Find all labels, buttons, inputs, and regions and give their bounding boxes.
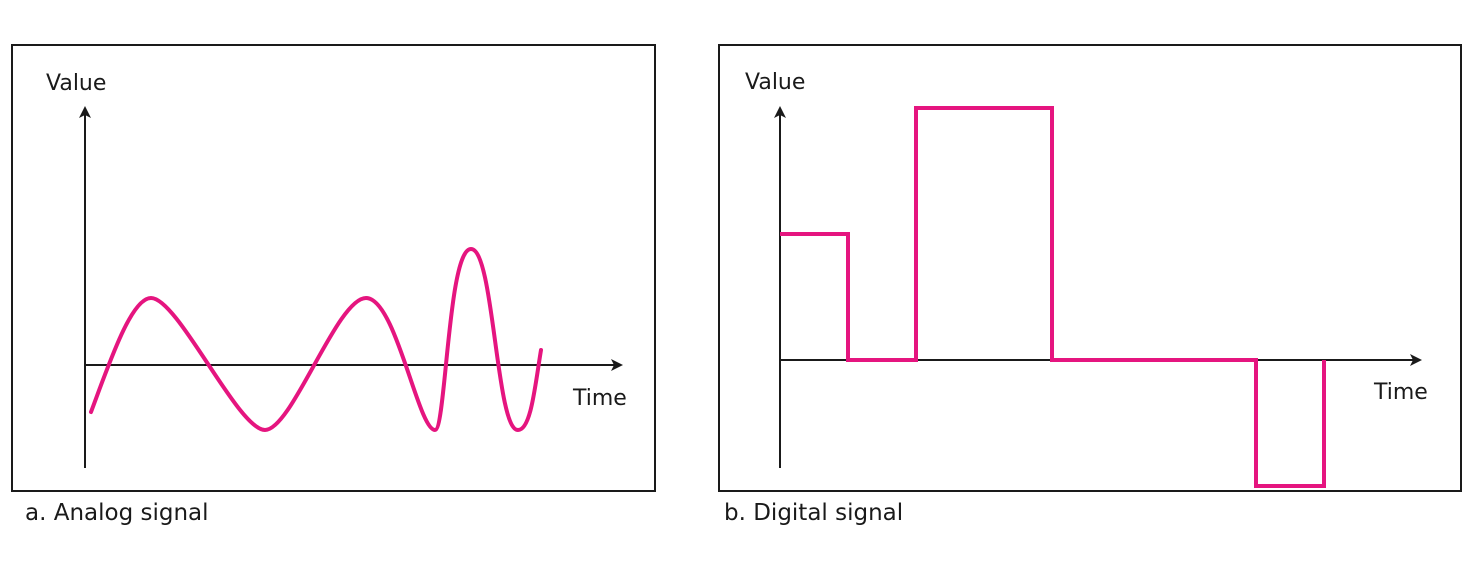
digital-signal-panel: Value Time (718, 44, 1462, 492)
analog-signal-panel: Value Time (11, 44, 656, 492)
digital-signal-diagram: Value Time (745, 70, 1428, 488)
analog-x-axis-label: Time (572, 386, 627, 411)
digital-x-axis-label: Time (1373, 380, 1428, 405)
digital-y-axis-label: Value (745, 70, 805, 95)
digital-caption: b. Digital signal (724, 500, 904, 526)
analog-signal-diagram: Value Time (46, 71, 627, 468)
analog-waveform (89, 247, 543, 432)
analog-y-axis-label: Value (46, 71, 106, 96)
digital-waveform (780, 106, 1326, 488)
analog-caption: a. Analog signal (25, 500, 209, 526)
